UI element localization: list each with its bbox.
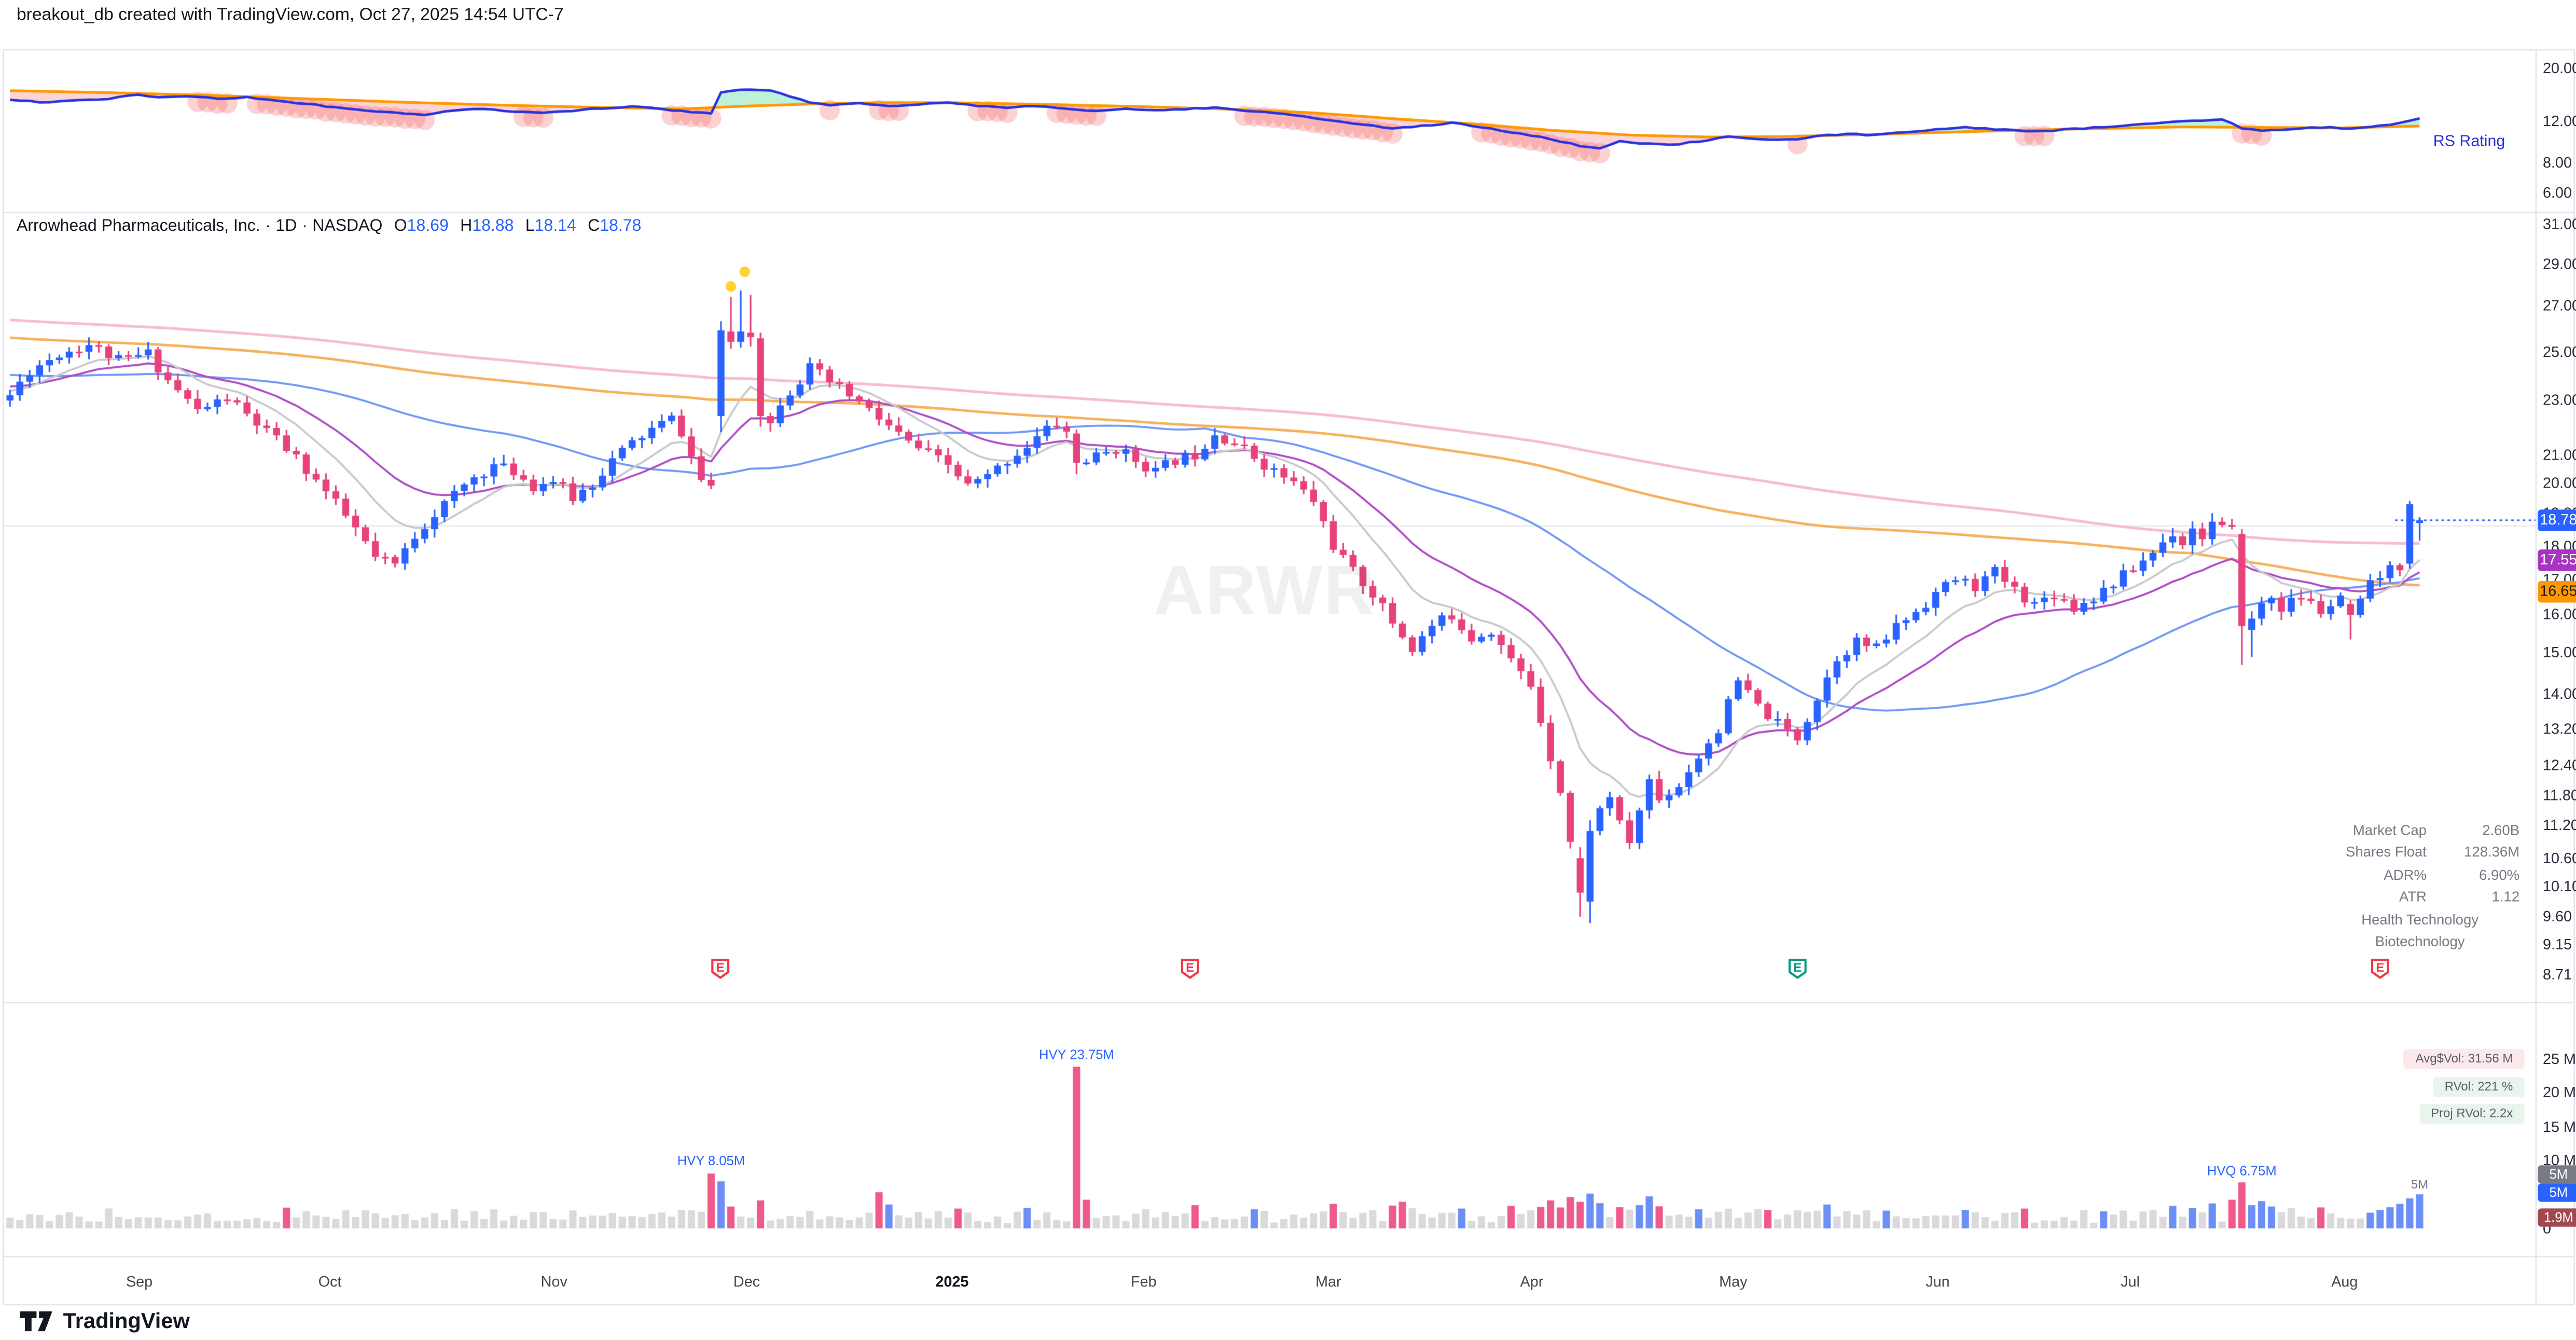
svg-text:E: E bbox=[2376, 961, 2384, 975]
price-axis-tick: 10.10 bbox=[2542, 878, 2576, 895]
price-badge: 18.78 bbox=[2538, 509, 2576, 531]
volume-stat-badge: Avg$Vol: 31.56 M bbox=[2404, 1049, 2525, 1069]
price-axis-tick: 15.00 bbox=[2542, 644, 2576, 661]
earnings-marker-icon[interactable]: E bbox=[1180, 958, 1200, 979]
symbol-name: Arrowhead Pharmaceuticals, Inc. bbox=[16, 217, 260, 236]
high-volume-label: HVY 23.75M bbox=[1038, 1047, 1114, 1063]
tradingview-logo[interactable]: TradingView bbox=[18, 1308, 190, 1333]
time-axis-month[interactable]: Dec bbox=[733, 1273, 760, 1290]
time-axis-month[interactable]: Mar bbox=[1315, 1273, 1341, 1290]
price-axis-tick: 11.20 bbox=[2542, 817, 2576, 834]
time-axis-month[interactable]: 2025 bbox=[935, 1273, 969, 1290]
current-volume-label: 5M bbox=[2411, 1176, 2429, 1191]
price-axis-tick: 23.00 bbox=[2542, 392, 2576, 409]
price-axis-tick: 14.00 bbox=[2542, 685, 2576, 702]
price-axis-tick: 21.00 bbox=[2542, 446, 2576, 463]
separator-dot: · bbox=[265, 217, 271, 236]
ohlc-value: 18.69 bbox=[407, 217, 449, 236]
price-axis-tick: 16.00 bbox=[2542, 606, 2576, 624]
tradingview-logo-text: TradingView bbox=[63, 1308, 190, 1333]
time-axis-month[interactable]: Jul bbox=[2121, 1273, 2140, 1290]
price-axis-tick: 11.80 bbox=[2542, 786, 2576, 804]
ohlc-letter: O bbox=[394, 217, 407, 236]
info-row: Market Cap 2.60B bbox=[2320, 820, 2519, 842]
volume-axis-badge: 5M bbox=[2538, 1165, 2576, 1183]
info-label: ADR% bbox=[2384, 866, 2427, 883]
ohlc-value: 18.14 bbox=[534, 217, 576, 236]
price-scale[interactable] bbox=[2536, 50, 2576, 1305]
time-axis-month[interactable]: May bbox=[1719, 1273, 1748, 1290]
time-axis-month[interactable]: Feb bbox=[1130, 1273, 1157, 1290]
price-axis-tick: 9.15 bbox=[2542, 936, 2572, 954]
high-volume-label: HVY 8.05M bbox=[677, 1154, 745, 1170]
volume-stat-badge: Proj RVol: 2.2x bbox=[2419, 1103, 2525, 1124]
price-axis-tick: 13.20 bbox=[2542, 720, 2576, 737]
earnings-marker-icon[interactable]: E bbox=[1788, 958, 1807, 979]
volume-stat-badge: RVol: 221 % bbox=[2433, 1076, 2525, 1097]
price-axis-tick: 25.00 bbox=[2542, 342, 2576, 360]
sector-label: Health Technology bbox=[2361, 910, 2479, 928]
ohlc-letter: L bbox=[525, 217, 535, 236]
ohlc-value: 18.88 bbox=[472, 217, 514, 236]
ohlc-letter: H bbox=[460, 217, 473, 236]
info-row: Shares Float 128.36M bbox=[2320, 842, 2519, 865]
time-axis-month[interactable]: Sep bbox=[126, 1273, 153, 1290]
price-axis-tick: 29.00 bbox=[2542, 255, 2576, 272]
separator-dot: · bbox=[301, 217, 308, 236]
ohlc-values: O18.69 H18.88 L18.14 C18.78 bbox=[382, 217, 642, 236]
ohlc-letter: C bbox=[588, 217, 600, 236]
info-label: ATR bbox=[2399, 888, 2427, 905]
info-row: ADR% 6.90% bbox=[2320, 864, 2519, 887]
rs-axis-tick: 20.00 bbox=[2542, 60, 2576, 77]
price-axis-tick: 31.00 bbox=[2542, 215, 2576, 232]
ohlc-value: 18.78 bbox=[600, 217, 642, 236]
price-badge: 17.55 bbox=[2538, 549, 2576, 571]
symbol-exchange: NASDAQ bbox=[312, 217, 383, 236]
tradingview-logo-icon bbox=[20, 1310, 52, 1331]
price-axis-tick: 10.60 bbox=[2542, 850, 2576, 867]
info-value: 128.36M bbox=[2464, 844, 2520, 861]
rs-axis-tick: 6.00 bbox=[2542, 185, 2572, 202]
price-axis-tick: 20.00 bbox=[2542, 475, 2576, 492]
time-axis-month[interactable]: Apr bbox=[1520, 1273, 1544, 1290]
rs-axis-tick: 8.00 bbox=[2542, 155, 2572, 172]
high-volume-label: HVQ 6.75M bbox=[2207, 1163, 2277, 1179]
svg-text:E: E bbox=[1793, 961, 1802, 975]
symbol-timeframe: 1D bbox=[275, 217, 297, 236]
info-label: Shares Float bbox=[2346, 844, 2427, 861]
time-axis-month[interactable]: Oct bbox=[318, 1273, 342, 1290]
price-axis-tick: 12.40 bbox=[2542, 757, 2576, 774]
time-axis-month[interactable]: Aug bbox=[2331, 1273, 2358, 1290]
info-value: 6.90% bbox=[2479, 866, 2520, 883]
industry-label: Biotechnology bbox=[2375, 933, 2465, 950]
svg-text:E: E bbox=[717, 961, 725, 975]
earnings-marker-icon[interactable]: E bbox=[711, 958, 731, 979]
fundamentals-info-box: Market Cap 2.60B Shares Float 128.36M ADR% 6.… bbox=[2320, 820, 2519, 954]
snapshot-header: breakout_db created with TradingView.com… bbox=[16, 5, 564, 25]
time-axis-month[interactable]: Jun bbox=[1926, 1273, 1950, 1290]
volume-axis-tick: 15 M bbox=[2542, 1117, 2576, 1135]
info-value: 1.12 bbox=[2491, 888, 2520, 905]
price-axis-tick: 9.60 bbox=[2542, 908, 2572, 925]
volume-axis-badge: 1.9M bbox=[2538, 1207, 2576, 1226]
svg-text:E: E bbox=[1186, 961, 1194, 975]
info-value: 2.60B bbox=[2482, 821, 2520, 838]
info-label: Market Cap bbox=[2352, 821, 2427, 838]
price-badge: 16.65 bbox=[2538, 581, 2576, 602]
price-axis-tick: 27.00 bbox=[2542, 297, 2576, 314]
rs-rating-indicator-label[interactable]: RS Rating bbox=[2433, 132, 2505, 151]
symbol-watermark: ARWR bbox=[1153, 551, 1376, 629]
volume-axis-tick: 20 M bbox=[2542, 1084, 2576, 1101]
price-axis-tick: 8.71 bbox=[2542, 966, 2572, 983]
time-scale[interactable] bbox=[3, 1256, 2536, 1305]
rs-axis-tick: 12.00 bbox=[2542, 113, 2576, 130]
time-axis-month[interactable]: Nov bbox=[541, 1273, 567, 1290]
info-row: ATR 1.12 bbox=[2320, 887, 2519, 909]
volume-axis-tick: 25 M bbox=[2542, 1049, 2576, 1067]
earnings-marker-icon[interactable]: E bbox=[2370, 958, 2390, 979]
symbol-line[interactable]: Arrowhead Pharmaceuticals, Inc. · 1D · NASDA… bbox=[17, 217, 641, 236]
volume-axis-badge: 5M bbox=[2538, 1183, 2576, 1201]
